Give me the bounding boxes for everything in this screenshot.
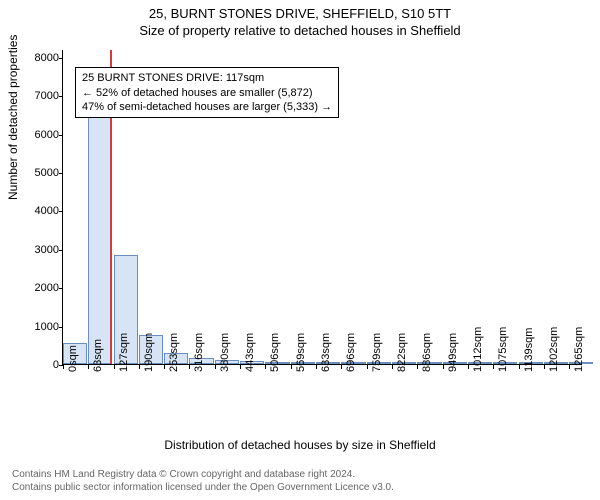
x-tick-label: 696sqm	[345, 333, 357, 372]
x-axis-label: Distribution of detached houses by size …	[0, 438, 600, 452]
y-tick-mark	[59, 250, 63, 251]
copyright-line-1: Contains HM Land Registry data © Crown c…	[12, 469, 394, 482]
y-tick-label: 4000	[23, 205, 59, 217]
x-tick-mark	[569, 365, 570, 369]
x-tick-label: 949sqm	[447, 333, 459, 372]
x-tick-mark	[189, 365, 190, 369]
x-tick-mark	[139, 365, 140, 369]
y-tick-mark	[59, 327, 63, 328]
y-tick-label: 5000	[23, 167, 59, 179]
x-tick-mark	[417, 365, 418, 369]
x-tick-label: 759sqm	[371, 333, 383, 372]
x-tick-label: 822sqm	[396, 333, 408, 372]
x-tick-mark	[493, 365, 494, 369]
x-tick-mark	[341, 365, 342, 369]
x-tick-mark	[265, 365, 266, 369]
x-tick-mark	[240, 365, 241, 369]
title-line-1: 25, BURNT STONES DRIVE, SHEFFIELD, S10 5…	[0, 6, 600, 21]
y-tick-label: 7000	[23, 90, 59, 102]
x-tick-mark	[291, 365, 292, 369]
annotation-line: 25 BURNT STONES DRIVE: 117sqm	[82, 71, 332, 85]
x-tick-label: 1265sqm	[573, 327, 585, 372]
x-tick-label: 380sqm	[219, 333, 231, 372]
y-tick-label: 8000	[23, 52, 59, 64]
y-tick-mark	[59, 173, 63, 174]
x-tick-label: 506sqm	[269, 333, 281, 372]
x-tick-mark	[519, 365, 520, 369]
title-line-2: Size of property relative to detached ho…	[0, 23, 600, 38]
x-tick-label: 1075sqm	[497, 327, 509, 372]
annotation-box: 25 BURNT STONES DRIVE: 117sqm← 52% of de…	[75, 67, 339, 118]
annotation-line: 47% of semi-detached houses are larger (…	[82, 100, 332, 114]
y-tick-mark	[59, 288, 63, 289]
title-block: 25, BURNT STONES DRIVE, SHEFFIELD, S10 5…	[0, 0, 600, 38]
histogram-bar	[88, 107, 112, 364]
x-tick-label: 127sqm	[118, 333, 130, 372]
x-tick-label: 316sqm	[193, 333, 205, 372]
x-tick-label: 190sqm	[143, 333, 155, 372]
y-tick-label: 1000	[23, 321, 59, 333]
x-tick-label: 443sqm	[244, 333, 256, 372]
x-tick-mark	[443, 365, 444, 369]
x-tick-label: 569sqm	[295, 333, 307, 372]
y-tick-label: 6000	[23, 129, 59, 141]
y-tick-mark	[59, 96, 63, 97]
x-tick-mark	[114, 365, 115, 369]
plot-area: 0100020003000400050006000700080000sqm63s…	[62, 50, 582, 365]
x-tick-label: 0sqm	[67, 345, 79, 372]
copyright-notice: Contains HM Land Registry data © Crown c…	[12, 469, 394, 494]
y-tick-label: 3000	[23, 244, 59, 256]
x-tick-mark	[215, 365, 216, 369]
x-tick-mark	[63, 365, 64, 369]
y-tick-mark	[59, 135, 63, 136]
x-tick-label: 1012sqm	[472, 327, 484, 372]
x-tick-label: 253sqm	[168, 333, 180, 372]
y-axis-label: Number of detached properties	[6, 35, 20, 200]
chart-container: 25, BURNT STONES DRIVE, SHEFFIELD, S10 5…	[0, 0, 600, 500]
x-tick-mark	[544, 365, 545, 369]
y-tick-mark	[59, 58, 63, 59]
copyright-line-2: Contains public sector information licen…	[12, 482, 394, 495]
x-tick-label: 1202sqm	[548, 327, 560, 372]
x-tick-mark	[316, 365, 317, 369]
x-tick-mark	[392, 365, 393, 369]
x-tick-mark	[88, 365, 89, 369]
x-tick-label: 886sqm	[421, 333, 433, 372]
annotation-line: ← 52% of detached houses are smaller (5,…	[82, 86, 332, 100]
x-tick-label: 1139sqm	[523, 328, 535, 372]
x-tick-label: 633sqm	[320, 333, 332, 372]
x-tick-mark	[367, 365, 368, 369]
x-tick-mark	[164, 365, 165, 369]
y-tick-label: 0	[23, 359, 59, 371]
y-tick-mark	[59, 211, 63, 212]
y-tick-label: 2000	[23, 282, 59, 294]
x-tick-mark	[468, 365, 469, 369]
x-tick-label: 63sqm	[92, 339, 104, 372]
